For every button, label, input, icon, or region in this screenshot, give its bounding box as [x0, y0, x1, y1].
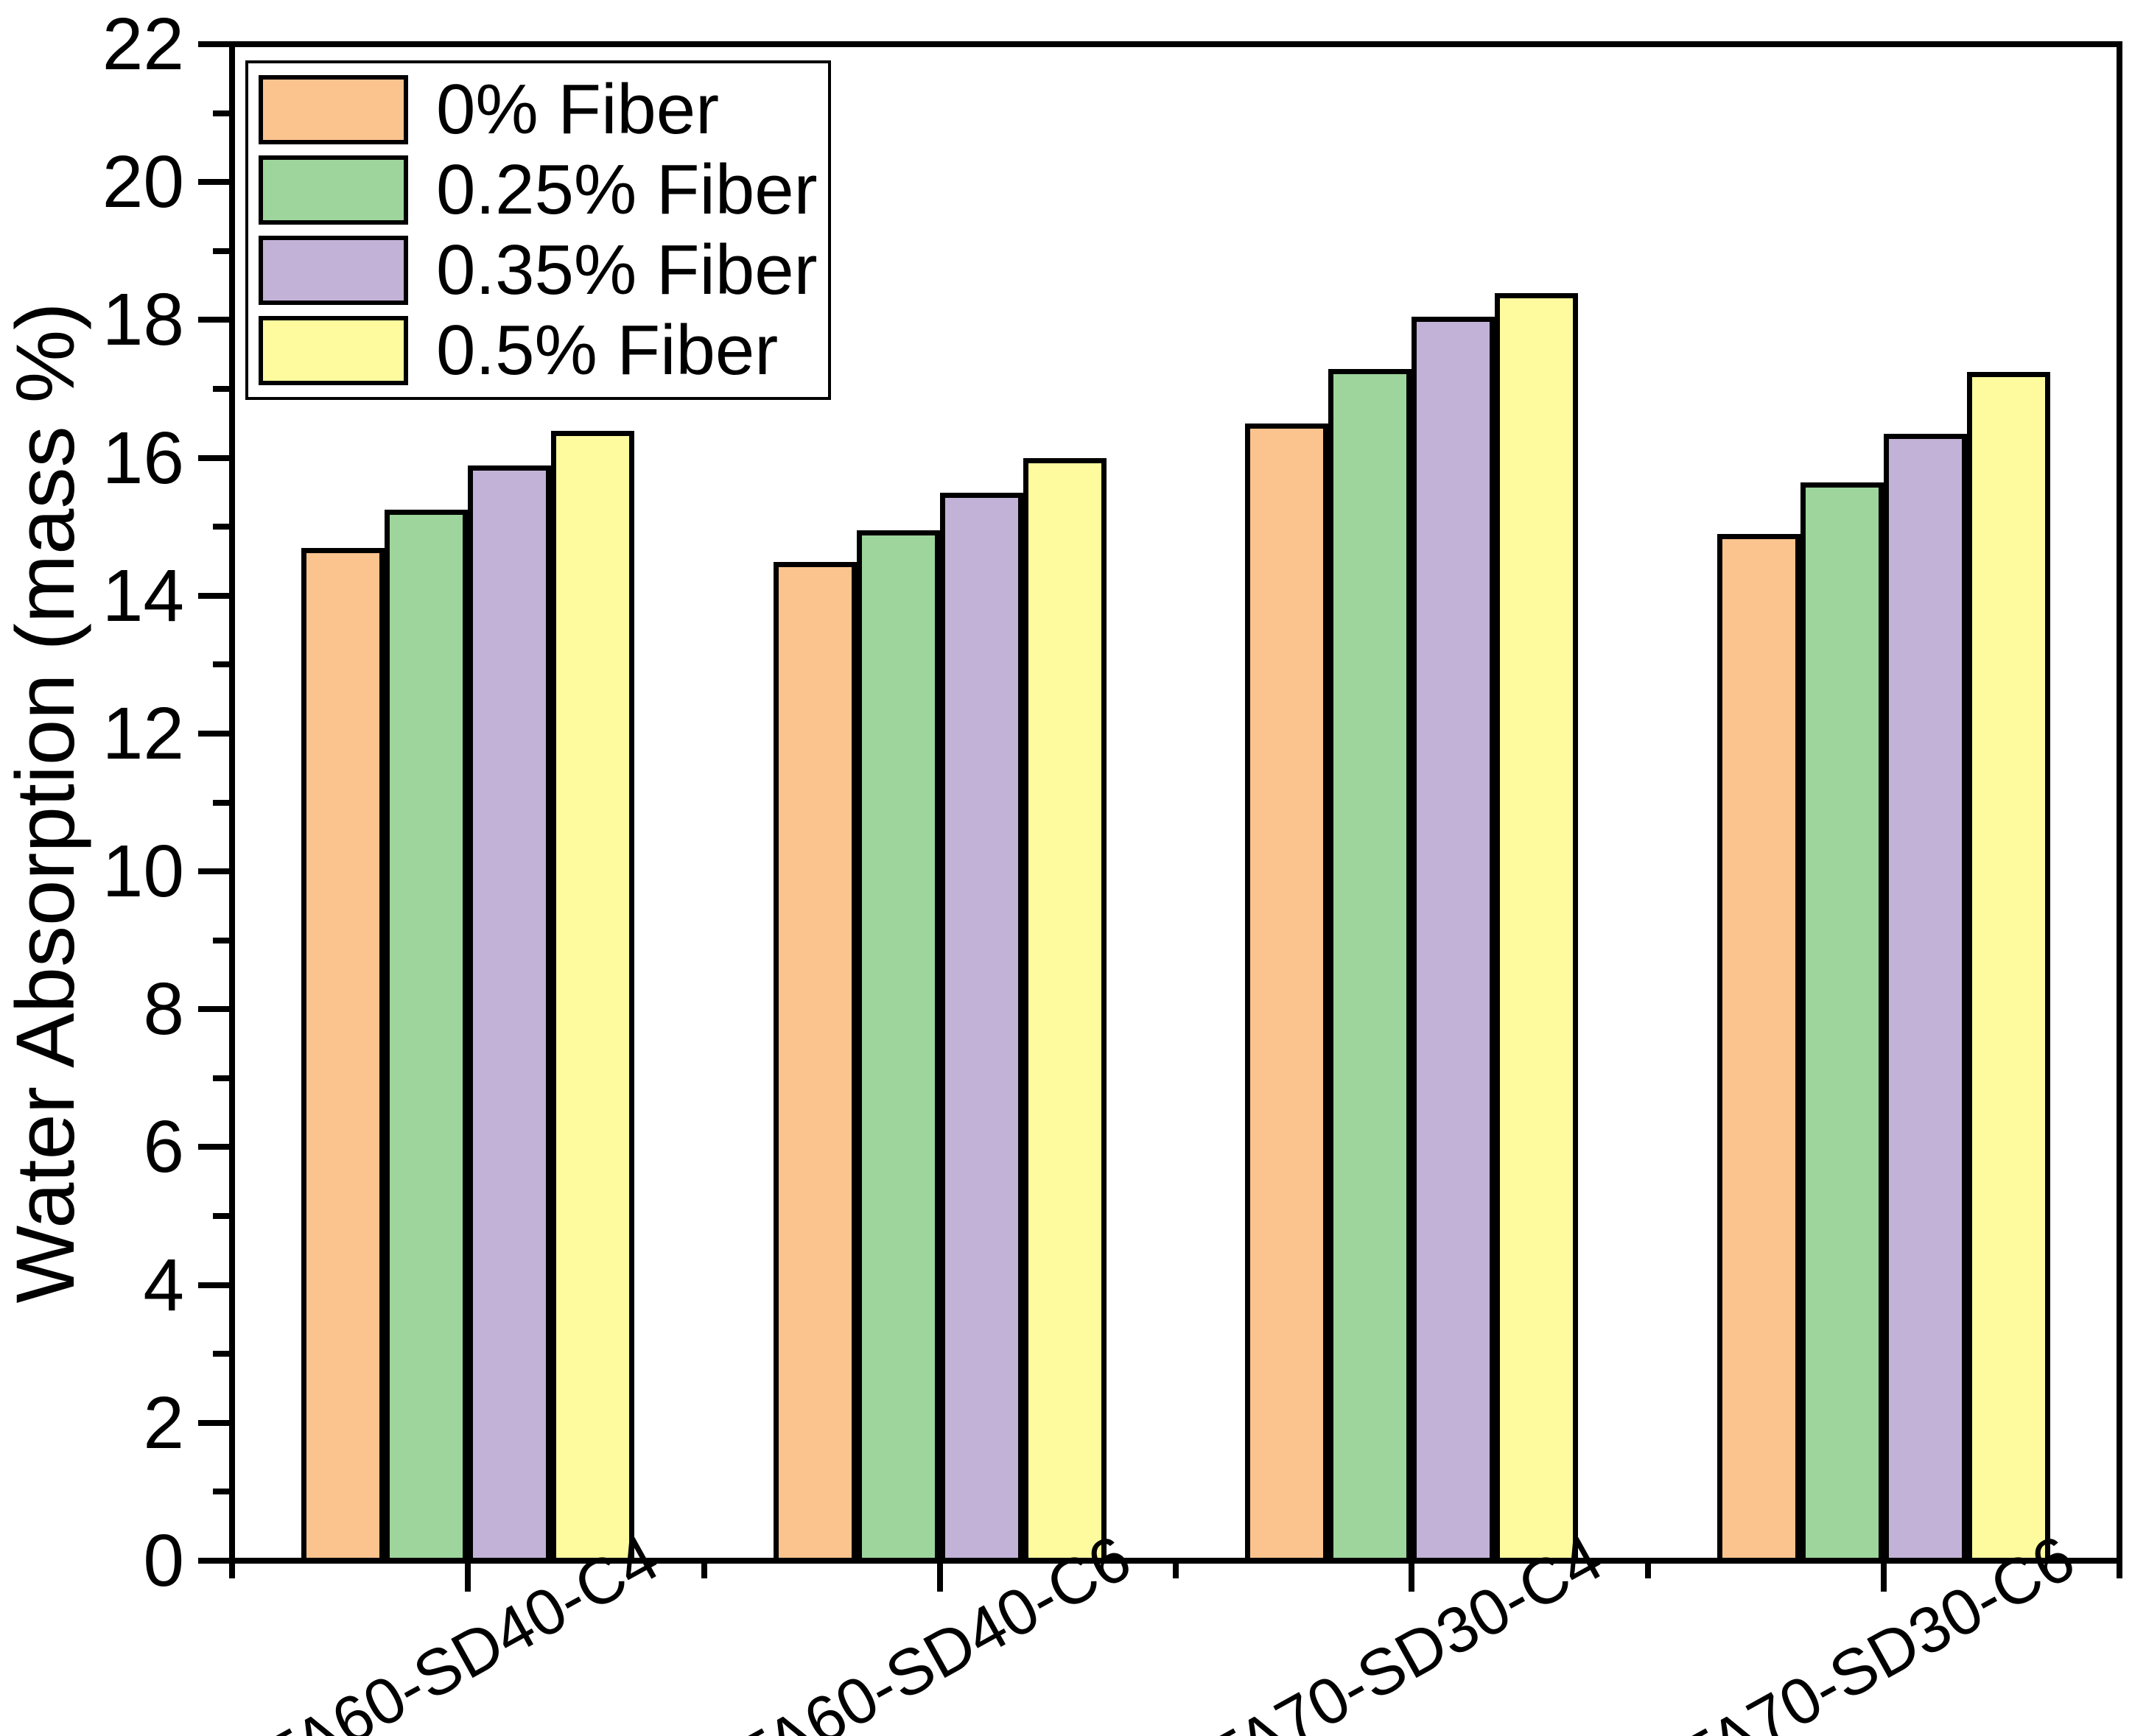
legend-item: 0.35% Fiber: [259, 231, 818, 311]
y-axis-line: [229, 41, 235, 1564]
y-minor-tick: [213, 385, 229, 392]
y-major-tick: [198, 1419, 229, 1426]
y-tick-label: 16: [102, 416, 184, 499]
bar-FA60-SD40-C4-0.5Fiber: [551, 430, 635, 1564]
y-minor-tick: [213, 524, 229, 530]
y-tick-label: 18: [102, 278, 184, 362]
x-major-tick: [936, 1564, 943, 1592]
y-tick-label: 0: [143, 1519, 184, 1602]
y-minor-tick: [213, 1075, 229, 1081]
bar-FA60-SD40-C6-0.5Fiber: [1023, 458, 1107, 1564]
legend-label: 0.25% Fiber: [436, 150, 818, 229]
x-minor-tick: [1173, 1564, 1179, 1578]
bar-FA70-SD30-C4-0.35Fiber: [1412, 317, 1495, 1564]
y-tick-label: 6: [143, 1106, 184, 1189]
bar-FA70-SD30-C6-0.25Fiber: [1800, 482, 1884, 1564]
bar-FA60-SD40-C6-0Fiber: [773, 561, 857, 1564]
y-major-tick: [198, 1282, 229, 1288]
y-tick-label: 2: [143, 1381, 184, 1464]
y-major-tick: [198, 179, 229, 186]
legend-item: 0.5% Fiber: [259, 311, 813, 391]
y-tick-label: 20: [102, 141, 184, 224]
y-minor-tick: [213, 247, 229, 254]
legend-swatch: [259, 236, 408, 306]
x-minor-tick: [1644, 1564, 1651, 1578]
x-axis-line: [229, 1558, 2122, 1564]
right-frame-line: [2117, 41, 2122, 1564]
bar-FA70-SD30-C4-0Fiber: [1245, 424, 1329, 1564]
bar-FA60-SD40-C6-0.35Fiber: [939, 493, 1023, 1564]
y-minor-tick: [213, 1489, 229, 1495]
y-tick-label: 8: [143, 968, 184, 1051]
y-minor-tick: [213, 110, 229, 116]
legend-swatch: [259, 74, 408, 144]
y-tick-label: 10: [102, 830, 184, 913]
x-major-tick: [465, 1564, 471, 1592]
top-frame-line: [229, 41, 2122, 47]
legend: 0% Fiber 0.25% Fiber 0.35% Fiber 0.5% Fiber: [245, 60, 831, 400]
legend-item: 0% Fiber: [259, 69, 813, 150]
bar-FA70-SD30-C4-0.5Fiber: [1495, 292, 1579, 1564]
y-major-tick: [198, 592, 229, 599]
y-major-tick: [198, 1006, 229, 1013]
y-major-tick: [198, 41, 229, 47]
bar-FA70-SD30-C6-0Fiber: [1717, 534, 1800, 1564]
y-major-tick: [198, 868, 229, 875]
legend-item: 0.25% Fiber: [259, 150, 818, 230]
y-minor-tick: [213, 799, 229, 806]
x-major-tick: [1409, 1564, 1415, 1592]
y-tick-label: 4: [143, 1243, 184, 1326]
y-minor-tick: [213, 1351, 229, 1357]
legend-label: 0% Fiber: [436, 69, 720, 149]
y-minor-tick: [213, 661, 229, 668]
legend-swatch: [259, 155, 408, 225]
x-major-tick: [1880, 1564, 1887, 1592]
bar-FA60-SD40-C4-0Fiber: [301, 547, 385, 1564]
y-tick-label: 14: [102, 554, 184, 637]
x-minor-tick: [229, 1564, 235, 1578]
y-major-tick: [198, 1558, 229, 1564]
y-minor-tick: [213, 1213, 229, 1220]
legend-label: 0.5% Fiber: [436, 311, 779, 390]
y-major-tick: [198, 454, 229, 461]
bar-FA60-SD40-C6-0.25Fiber: [856, 530, 940, 1564]
y-major-tick: [198, 317, 229, 323]
bar-FA60-SD40-C4-0.25Fiber: [385, 510, 469, 1564]
y-major-tick: [198, 1144, 229, 1150]
bar-FA70-SD30-C6-0.5Fiber: [1966, 372, 2050, 1564]
y-tick-label: 22: [102, 3, 184, 85]
legend-swatch: [259, 316, 408, 386]
y-tick-label: 12: [102, 692, 184, 775]
x-minor-tick: [701, 1564, 707, 1578]
y-minor-tick: [213, 937, 229, 943]
bar-FA70-SD30-C4-0.25Fiber: [1328, 368, 1412, 1564]
bar-FA60-SD40-C4-0.35Fiber: [468, 465, 552, 1564]
legend-label: 0.35% Fiber: [436, 231, 818, 310]
x-minor-tick: [2117, 1564, 2122, 1578]
bar-FA70-SD30-C6-0.35Fiber: [1883, 434, 1967, 1564]
y-major-tick: [198, 730, 229, 737]
